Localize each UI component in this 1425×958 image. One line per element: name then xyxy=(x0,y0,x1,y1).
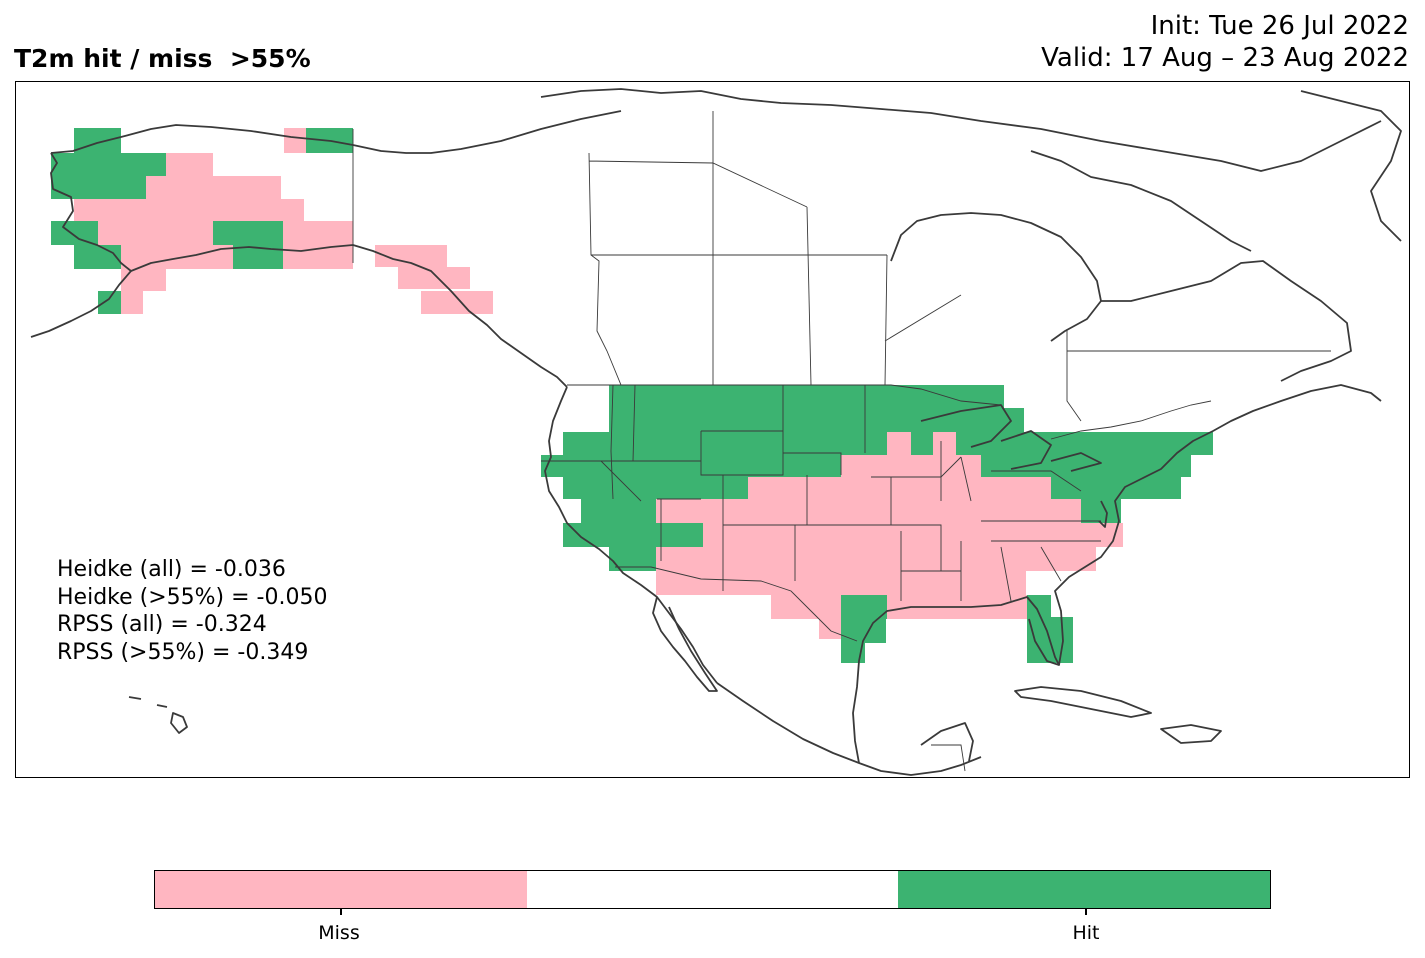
border-us-mexico xyxy=(615,566,858,642)
hit-cell xyxy=(51,221,98,245)
map-title: T2m hit / miss >55% xyxy=(14,44,311,73)
miss-cell xyxy=(146,176,281,199)
coastline-chesapeake xyxy=(1098,500,1108,528)
colorbar-tick-hit xyxy=(1085,909,1087,915)
hit-miss-map xyxy=(15,81,1410,778)
valid-date: Valid: 17 Aug – 23 Aug 2022 xyxy=(1041,43,1409,73)
miss-cell xyxy=(283,221,353,245)
hit-cell xyxy=(213,221,283,245)
border-canadian-provinces xyxy=(588,111,1331,422)
colorbar-label-miss: Miss xyxy=(318,922,360,944)
border-us-east-canada xyxy=(1050,400,1212,440)
hit-cell xyxy=(98,291,121,314)
colorbar xyxy=(154,870,1271,909)
colorbar-miss-segment xyxy=(155,871,527,908)
miss-cell xyxy=(656,547,1096,571)
miss-cell xyxy=(933,432,956,455)
miss-cell xyxy=(121,269,166,291)
miss-cell xyxy=(421,291,493,314)
hit-cell xyxy=(1051,477,1181,499)
colorbar-label-hit: Hit xyxy=(1072,922,1100,944)
hit-cell xyxy=(609,385,1004,408)
political-borders xyxy=(352,111,1331,772)
coastline-alaska-south xyxy=(130,244,568,388)
miss-cell xyxy=(74,199,304,221)
coastlines xyxy=(30,88,1402,776)
colorbar-hit-segment xyxy=(898,871,1271,908)
miss-cell xyxy=(284,128,306,153)
score-heidke-55: Heidke (>55%) = -0.050 xyxy=(57,584,328,610)
coastline-alaska xyxy=(50,110,622,154)
colorbar-tick-miss xyxy=(340,909,342,915)
coastline-yucatan xyxy=(920,722,974,762)
score-rpss-all: RPSS (all) = -0.324 xyxy=(57,612,267,637)
score-heidke-all: Heidke (all) = -0.036 xyxy=(57,557,286,582)
date-info: Init: Tue 26 Jul 2022 Valid: 17 Aug – 23… xyxy=(1041,10,1409,74)
miss-cell xyxy=(121,291,143,314)
coastline-cuba xyxy=(1014,686,1152,718)
score-panel: Heidke (all) = -0.036 Heidke (>55%) = -0… xyxy=(57,556,327,666)
miss-cell xyxy=(398,267,470,289)
hit-cell xyxy=(51,153,166,176)
coastline-baja xyxy=(652,596,718,692)
colorbar-neutral-segment xyxy=(526,871,899,908)
miss-cell xyxy=(748,477,1051,499)
coastline-arctic-islands xyxy=(540,88,1382,172)
hit-cell xyxy=(563,477,748,499)
hit-cell xyxy=(911,432,933,455)
coastline-east-us xyxy=(1054,384,1382,666)
miss-cell xyxy=(656,571,1026,595)
coastline-hawaii xyxy=(128,696,188,734)
hit-cell xyxy=(541,455,841,477)
hit-cell xyxy=(563,523,703,547)
hit-cell xyxy=(956,432,1076,455)
coastline-baffin xyxy=(1030,150,1252,252)
miss-cell xyxy=(887,432,911,455)
hit-cell xyxy=(981,455,1191,477)
miss-cell xyxy=(771,595,841,619)
init-date: Init: Tue 26 Jul 2022 xyxy=(1150,11,1409,41)
coastline-west-us xyxy=(544,386,718,684)
hit-cell xyxy=(1073,432,1213,455)
coastline-alaska-west xyxy=(30,152,132,338)
score-rpss-55: RPSS (>55%) = -0.349 xyxy=(57,639,309,665)
map-canvas xyxy=(30,88,1402,776)
miss-cell xyxy=(98,221,213,245)
border-canada-us xyxy=(567,384,1002,406)
miss-cell xyxy=(166,153,213,176)
coastline-greenland xyxy=(1300,90,1402,242)
hit-cell xyxy=(841,595,887,619)
border-central-america xyxy=(931,744,966,772)
miss-cell xyxy=(375,245,447,267)
hit-cell xyxy=(581,499,656,523)
miss-cell xyxy=(703,523,1123,547)
hit-cell xyxy=(51,176,146,199)
miss-cell xyxy=(656,499,1081,523)
coastline-hispaniola xyxy=(1160,724,1222,744)
coastline-labrador xyxy=(1101,260,1352,382)
coastline-hudson xyxy=(890,212,1102,342)
coastline-great-lakes xyxy=(920,404,1102,472)
border-us-states xyxy=(541,384,1101,602)
hit-cell xyxy=(563,432,887,455)
hit-cell xyxy=(1027,595,1051,617)
hit-cell xyxy=(74,245,121,269)
miss-cell xyxy=(121,245,233,269)
coastline-mexico-pacific xyxy=(716,682,982,776)
